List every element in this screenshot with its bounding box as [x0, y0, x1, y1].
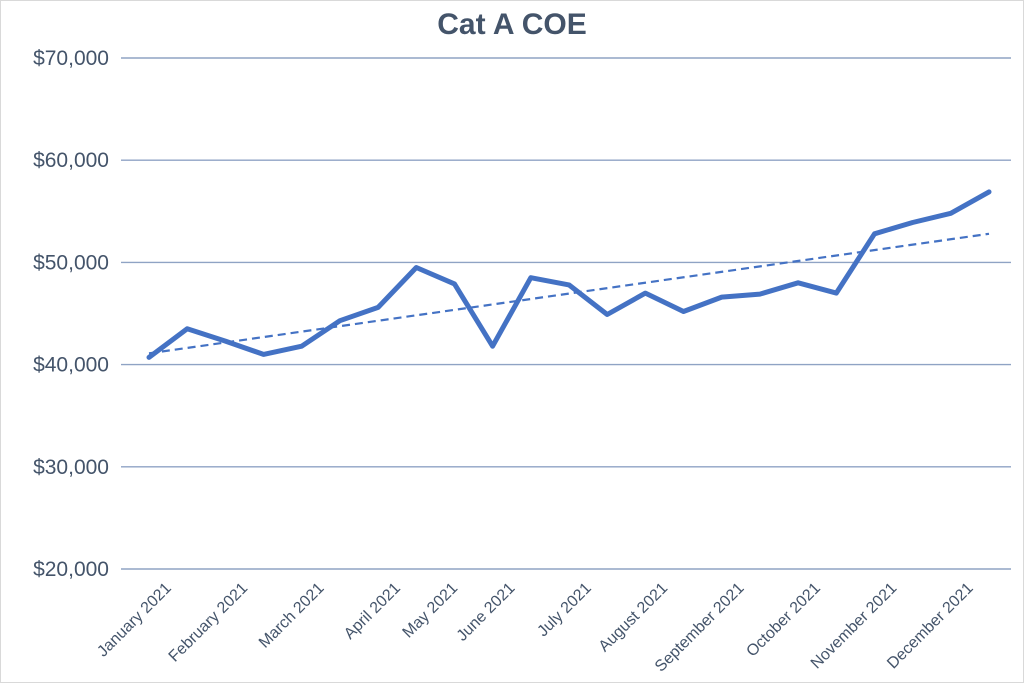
- y-tick-label: $30,000: [33, 456, 109, 479]
- x-tick-label: April 2021: [341, 580, 404, 643]
- linear-trendline-dashed: [148, 232, 990, 355]
- y-tick-label: $70,000: [33, 47, 109, 70]
- cat-a-coe-series-line: [146, 189, 992, 360]
- x-tick-label: February 2021: [166, 580, 252, 666]
- x-tick-label: March 2021: [256, 580, 328, 652]
- x-tick-label: June 2021: [454, 580, 519, 645]
- x-tick-label: July 2021: [534, 580, 595, 641]
- x-tick-label: January 2021: [94, 580, 175, 661]
- x-tick-label: May 2021: [400, 580, 462, 642]
- gridlines: [121, 57, 1011, 570]
- y-axis-labels: $70,000 $60,000 $50,000 $40,000 $30,000 $20,0…: [33, 47, 109, 581]
- x-tick-label: October 2021: [743, 580, 824, 661]
- y-tick-label: $20,000: [33, 558, 109, 581]
- y-tick-label: $50,000: [33, 251, 109, 274]
- chart-title: Cat A COE: [437, 8, 586, 41]
- x-tick-label: August 2021: [596, 580, 672, 656]
- y-tick-label: $60,000: [33, 149, 109, 172]
- y-tick-label: $40,000: [33, 354, 109, 377]
